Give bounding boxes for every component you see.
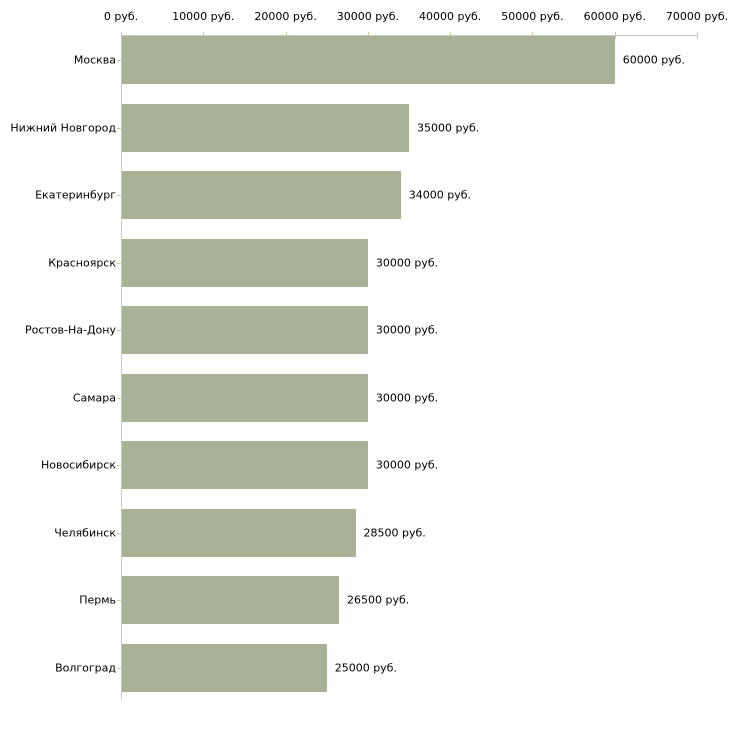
category-label: Нижний Новгород [10, 121, 116, 134]
bar [122, 643, 327, 692]
y-tick [117, 397, 121, 399]
y-axis-line [121, 35, 122, 700]
value-label: 35000 руб. [417, 121, 480, 134]
category-label: Новосибирск [40, 458, 116, 472]
y-tick [117, 127, 121, 129]
y-tick [117, 60, 121, 61]
y-tick [117, 262, 121, 264]
x-tick-label: 20000 руб. [254, 10, 317, 23]
category-label: Волгоград [55, 661, 116, 674]
x-axis-line [121, 35, 697, 36]
value-label: 60000 руб. [622, 53, 685, 67]
x-tick-label: 60000 руб. [583, 10, 646, 23]
bar [122, 373, 368, 422]
y-tick [117, 532, 121, 534]
category-label: Челябинск [54, 526, 116, 539]
x-tick [697, 32, 698, 39]
bar [122, 238, 368, 287]
category-label: Екатеринбург [35, 188, 116, 202]
bar [122, 171, 401, 219]
x-tick [450, 32, 452, 39]
bar [122, 508, 356, 557]
x-tick-label: 40000 руб. [419, 10, 482, 23]
value-label: 30000 руб. [375, 391, 439, 404]
y-tick [117, 330, 121, 331]
x-tick-label: 10000 руб. [172, 10, 235, 23]
x-tick [285, 32, 287, 39]
category-label: Пермь [79, 593, 116, 607]
value-label: 30000 руб. [375, 323, 439, 337]
value-label: 30000 руб. [375, 256, 439, 269]
y-tick [117, 195, 121, 196]
x-tick-label: 50000 руб. [501, 10, 564, 23]
bar [122, 441, 368, 489]
x-tick [203, 32, 205, 39]
y-tick [117, 465, 121, 466]
y-tick [117, 600, 121, 601]
y-tick [117, 667, 121, 669]
x-tick [121, 32, 122, 39]
category-label: Москва [73, 53, 116, 67]
value-label: 25000 руб. [334, 661, 397, 674]
x-tick [614, 32, 616, 39]
category-label: Ростов-На-Дону [24, 323, 116, 337]
bar [122, 103, 409, 152]
category-label: Самара [72, 391, 116, 404]
x-tick-label: 70000 руб. [665, 10, 729, 23]
bar [122, 576, 340, 624]
bar [122, 36, 615, 84]
value-label: 34000 руб. [408, 188, 472, 202]
bar [122, 306, 368, 354]
value-label: 30000 руб. [375, 458, 439, 472]
x-tick-label: 0 руб. [103, 10, 139, 23]
x-tick [532, 32, 534, 39]
value-label: 28500 руб. [363, 526, 426, 539]
category-label: Красноярск [48, 256, 116, 269]
x-tick-label: 30000 руб. [336, 10, 399, 23]
x-tick [367, 32, 369, 39]
value-label: 26500 руб. [347, 593, 410, 607]
